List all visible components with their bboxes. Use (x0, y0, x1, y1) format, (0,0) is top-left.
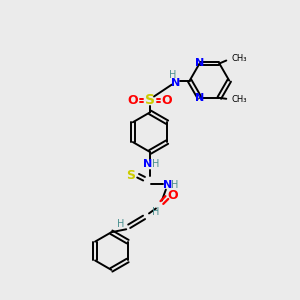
Text: N: N (171, 78, 180, 88)
Text: CH₃: CH₃ (231, 54, 247, 63)
Text: O: O (167, 189, 178, 202)
Text: H: H (152, 159, 160, 169)
Text: O: O (161, 94, 172, 107)
Text: H: H (171, 180, 178, 190)
Text: H: H (152, 207, 159, 218)
Text: S: S (126, 169, 135, 182)
Text: N: N (163, 180, 172, 190)
Text: O: O (128, 94, 139, 107)
Text: N: N (143, 159, 153, 169)
Text: H: H (117, 219, 124, 229)
Text: N: N (195, 93, 204, 103)
Text: H: H (169, 70, 176, 80)
Text: N: N (195, 58, 204, 68)
Text: CH₃: CH₃ (231, 95, 247, 104)
Text: S: S (145, 94, 155, 107)
